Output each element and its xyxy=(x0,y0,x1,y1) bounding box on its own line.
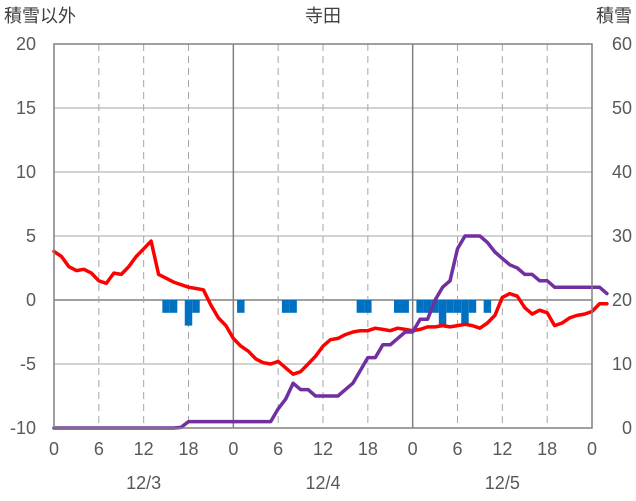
bar xyxy=(356,300,365,313)
temperature-line xyxy=(52,239,609,376)
left-tick-label: 20 xyxy=(16,34,36,54)
left-tick-label: 0 xyxy=(26,290,36,310)
left-tick-label: 5 xyxy=(26,226,36,246)
bar xyxy=(483,300,492,313)
right-tick-label: 0 xyxy=(622,418,632,438)
x-tick-label: 6 xyxy=(94,439,104,459)
x-tick-label: 18 xyxy=(537,439,557,459)
plot-frame xyxy=(53,43,593,429)
bar xyxy=(192,300,200,313)
bar xyxy=(281,300,290,313)
right-tick-label: 10 xyxy=(612,354,632,374)
bar xyxy=(184,300,193,326)
x-tick-label: 6 xyxy=(273,439,283,459)
left-tick-label: 15 xyxy=(16,98,36,118)
grid xyxy=(54,44,592,428)
right-axis-label: 積雪 xyxy=(596,6,632,26)
bar xyxy=(237,300,245,313)
right-tick-label: 50 xyxy=(612,98,632,118)
bar xyxy=(431,300,439,313)
bar xyxy=(289,300,297,313)
bar xyxy=(453,300,462,313)
x-tick-label: 12 xyxy=(134,439,154,459)
date-label: 12/4 xyxy=(305,473,340,493)
bar xyxy=(162,300,170,313)
bar xyxy=(461,300,469,326)
bar xyxy=(423,300,432,313)
x-tick-label: 0 xyxy=(408,439,418,459)
bar xyxy=(438,300,447,326)
left-tick-label: 10 xyxy=(16,162,36,182)
line-series xyxy=(52,234,609,430)
x-tick-label: 0 xyxy=(228,439,238,459)
right-tick-label: 40 xyxy=(612,162,632,182)
x-tick-label: 18 xyxy=(178,439,198,459)
bar xyxy=(468,300,477,313)
right-tick-label: 60 xyxy=(612,34,632,54)
x-tick-label: 0 xyxy=(587,439,597,459)
left-axis-label: 積雪以外 xyxy=(4,6,76,26)
x-tick-label: 6 xyxy=(452,439,462,459)
x-tick-label: 12 xyxy=(313,439,333,459)
date-label: 12/5 xyxy=(485,473,520,493)
bar xyxy=(169,300,178,313)
bar xyxy=(401,300,409,313)
right-tick-label: 20 xyxy=(612,290,632,310)
bar xyxy=(446,300,454,313)
bar xyxy=(416,300,424,313)
x-tick-label: 18 xyxy=(358,439,378,459)
chart-title: 寺田 xyxy=(305,6,341,26)
x-tick-label: 0 xyxy=(49,439,59,459)
left-tick-label: -5 xyxy=(20,354,36,374)
bar xyxy=(393,300,402,313)
bar xyxy=(364,300,372,313)
left-tick-label: -10 xyxy=(10,418,36,438)
date-label: 12/3 xyxy=(126,473,161,493)
x-tick-label: 12 xyxy=(492,439,512,459)
bar-series xyxy=(162,300,492,326)
right-tick-label: 30 xyxy=(612,226,632,246)
snow-depth-line xyxy=(52,234,609,430)
